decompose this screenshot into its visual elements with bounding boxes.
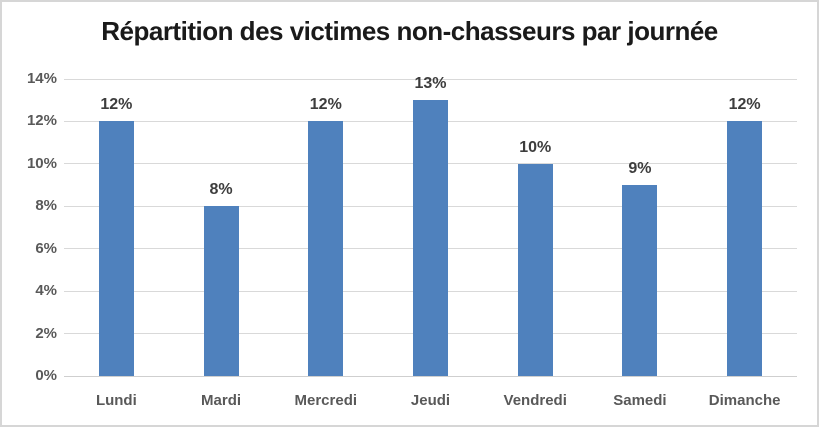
x-tick-label: Vendredi <box>503 392 567 409</box>
bar <box>413 100 448 376</box>
y-tick-label: 0% <box>35 367 57 384</box>
x-tick-label: Samedi <box>613 392 667 409</box>
x-tick-label: Lundi <box>95 392 137 409</box>
bar-value-label: 10% <box>519 138 552 156</box>
bar <box>98 121 134 376</box>
y-tick-label: 8% <box>35 197 57 215</box>
bar <box>727 121 763 376</box>
y-tick-label: 6% <box>35 239 57 257</box>
bar <box>622 185 658 376</box>
bar-value-label: 12% <box>309 96 342 114</box>
bar <box>517 163 553 376</box>
y-tick-label: 4% <box>35 282 57 300</box>
bar <box>203 206 239 376</box>
gridline <box>64 78 797 80</box>
bar <box>308 121 344 376</box>
bar-value-label: 9% <box>628 160 652 178</box>
bar-value-label: 12% <box>100 96 133 114</box>
bar-value-label: 8% <box>209 181 233 199</box>
bar-value-label: 13% <box>414 75 447 93</box>
x-tick-label: Dimanche <box>708 392 781 409</box>
bar-value-label: 12% <box>728 96 761 114</box>
x-tick-label: Jeudi <box>410 392 451 409</box>
x-tick-label: Mercredi <box>294 392 358 409</box>
y-tick-label: 14% <box>26 70 57 87</box>
y-tick-label: 10% <box>26 154 57 172</box>
chart-title: Répartition des victimes non-chasseurs p… <box>101 16 718 46</box>
x-tick-label: Mardi <box>201 392 242 409</box>
gridline <box>64 375 797 377</box>
y-tick-label: 2% <box>35 324 57 342</box>
y-tick-label: 12% <box>26 112 57 130</box>
